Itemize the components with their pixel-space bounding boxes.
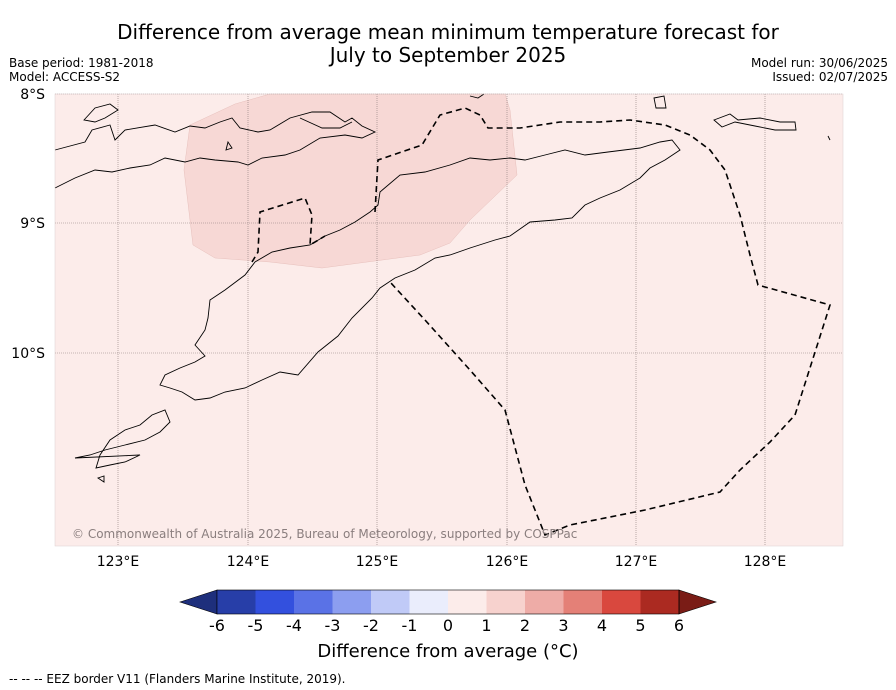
babar-coastline xyxy=(713,113,797,131)
lon-label-126e: 126°E xyxy=(486,554,529,570)
base-period-text: Base period: 1981-2018 xyxy=(9,56,154,70)
colorbar-bin xyxy=(486,590,525,614)
islet-3 xyxy=(96,475,105,483)
lon-label-128e: 128°E xyxy=(744,554,787,570)
colorbar-tick-label: -1 xyxy=(402,616,418,635)
colorbar-tick-label: -3 xyxy=(325,616,341,635)
colorbar-tick-label: -2 xyxy=(363,616,379,635)
model-run-text: Model run: 30/06/2025 xyxy=(750,56,888,70)
colorbar-bin xyxy=(640,590,679,614)
colorbar-bin xyxy=(602,590,641,614)
colorbar-tick-label: 5 xyxy=(635,616,645,635)
colorbar-bin xyxy=(409,590,448,614)
colorbar-bin xyxy=(255,590,294,614)
lat-label-10s: 10°S xyxy=(11,346,45,362)
colorbar-extend-high xyxy=(678,589,717,615)
map-title-line2: July to September 2025 xyxy=(329,43,567,67)
colorbar-tick-label: -4 xyxy=(286,616,302,635)
colorbar-tick-label: 6 xyxy=(674,616,684,635)
colorbar-bin xyxy=(525,590,564,614)
colorbar-bin xyxy=(448,590,487,614)
map-frame xyxy=(54,93,844,547)
lon-label-127e: 127°E xyxy=(615,554,658,570)
eez-border-timor-leste xyxy=(374,107,832,537)
island-coastline xyxy=(83,103,119,123)
colorbar-tick-label: 3 xyxy=(558,616,568,635)
lon-label-123e: 123°E xyxy=(97,554,140,570)
colorbar-tick-label: 4 xyxy=(597,616,607,635)
lon-label-124e: 124°E xyxy=(227,554,270,570)
alor-coastline xyxy=(299,117,353,129)
colorbar-label: Difference from average (°C) xyxy=(317,641,579,662)
eez-borders xyxy=(251,107,832,537)
lat-label-8s: 8°S xyxy=(20,87,45,103)
anomaly-region-1-2 xyxy=(183,93,518,269)
colorbar-tick-label: 2 xyxy=(520,616,530,635)
island-small-1 xyxy=(653,95,667,109)
model-text: Model: ACCESS-S2 xyxy=(9,70,121,84)
colorbar-tick-label: 0 xyxy=(443,616,453,635)
rote-coastline xyxy=(74,409,171,469)
lon-label-125e: 125°E xyxy=(356,554,399,570)
copyright-text: © Commonwealth of Australia 2025, Bureau… xyxy=(72,527,577,541)
map-title-line1: Difference from average mean minimum tem… xyxy=(117,20,779,44)
colorbar: -6 -5 -4 -3 -2 -1 0 1 2 3 4 5 6 xyxy=(179,589,717,635)
wetar-coastline-1 xyxy=(469,93,485,99)
colorbar-bin xyxy=(217,590,256,614)
flores-coastline xyxy=(54,111,377,189)
colorbar-outline xyxy=(216,589,680,615)
islet-1 xyxy=(225,140,233,151)
colorbar-tick-label: -6 xyxy=(209,616,225,635)
colorbar-bin xyxy=(563,590,602,614)
colorbar-extend-low xyxy=(179,589,218,615)
colorbar-tick-label: 1 xyxy=(481,616,491,635)
coastlines xyxy=(54,93,831,483)
islet-2 xyxy=(827,135,831,141)
timor-coastline xyxy=(159,139,681,401)
eez-border-oecusse xyxy=(251,197,326,263)
colorbar-bin xyxy=(371,590,410,614)
colorbar-bin xyxy=(332,590,371,614)
issued-text: Issued: 02/07/2025 xyxy=(772,70,888,84)
colorbar-bin xyxy=(294,590,333,614)
colorbar-tick-label: -5 xyxy=(248,616,264,635)
eez-legend-note: -- -- -- EEZ border V11 (Flanders Marine… xyxy=(9,672,346,686)
lat-label-9s: 9°S xyxy=(20,216,45,232)
